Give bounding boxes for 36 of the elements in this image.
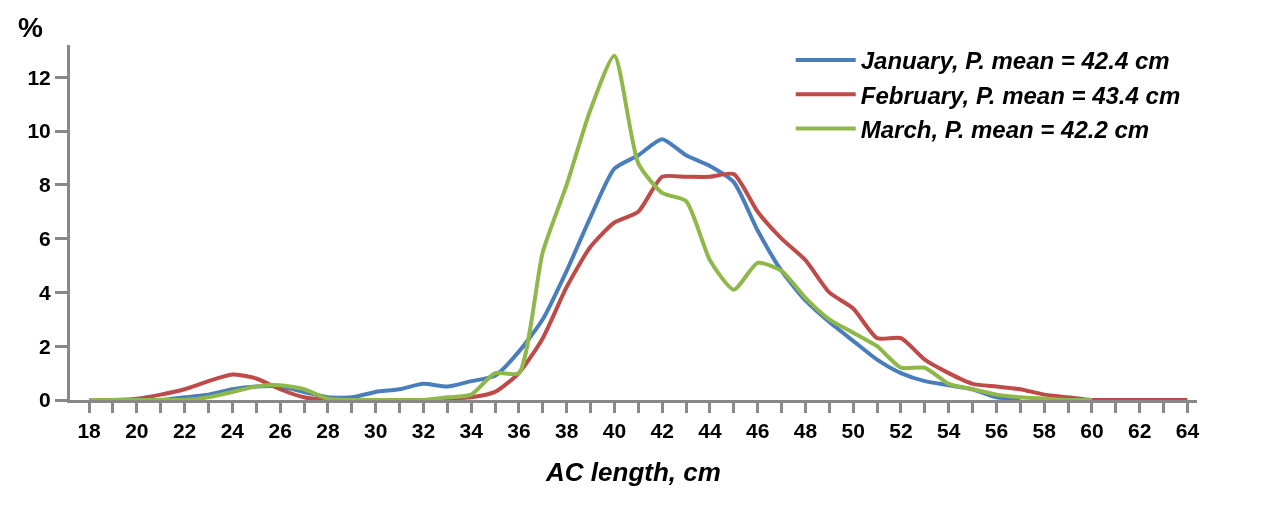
x-tick-label: 52 <box>889 419 913 443</box>
x-tick-label: 56 <box>984 419 1009 443</box>
x-tick-label: 46 <box>745 419 770 443</box>
x-tick-label: 54 <box>937 419 961 443</box>
x-tick-label: 34 <box>459 419 484 443</box>
y-tick-label: 2 <box>39 334 51 358</box>
x-tick-label: 38 <box>554 419 579 443</box>
y-axis-title: % <box>18 12 43 43</box>
x-tick-label: 18 <box>77 419 102 443</box>
x-tick-label: 62 <box>1128 419 1152 443</box>
y-tick-label: 6 <box>39 226 51 250</box>
x-tick-label: 44 <box>698 419 722 443</box>
x-tick-label: 42 <box>650 419 674 443</box>
x-tick-label: 48 <box>793 419 818 443</box>
x-tick-label: 58 <box>1032 419 1057 443</box>
x-tick-label: 24 <box>220 419 245 443</box>
y-tick-label: 4 <box>39 280 52 304</box>
x-tick-label: 50 <box>841 419 865 443</box>
x-tick-label: 32 <box>411 419 436 443</box>
legend-label: February, P. mean = 43.4 cm <box>860 81 1181 109</box>
x-axis-title: AC length, cm <box>545 456 721 487</box>
x-tick-label: 26 <box>268 419 292 443</box>
x-tick-label: 36 <box>507 419 531 443</box>
x-tick-label: 60 <box>1080 419 1104 443</box>
y-tick-label: 10 <box>27 119 51 143</box>
x-tick-label: 64 <box>1175 419 1200 443</box>
y-tick-label: 12 <box>27 65 51 89</box>
legend-label: March, P. mean = 42.2 cm <box>860 115 1150 143</box>
y-tick-label: 8 <box>39 173 52 197</box>
y-tick-label: 0 <box>39 388 51 412</box>
legend-label: January, P. mean = 42.4 cm <box>860 47 1170 75</box>
x-tick-label: 40 <box>602 419 627 443</box>
x-tick-label: 22 <box>172 419 197 443</box>
x-tick-label: 20 <box>125 419 149 443</box>
x-tick-label: 30 <box>363 419 388 443</box>
x-tick-label: 28 <box>316 419 340 443</box>
